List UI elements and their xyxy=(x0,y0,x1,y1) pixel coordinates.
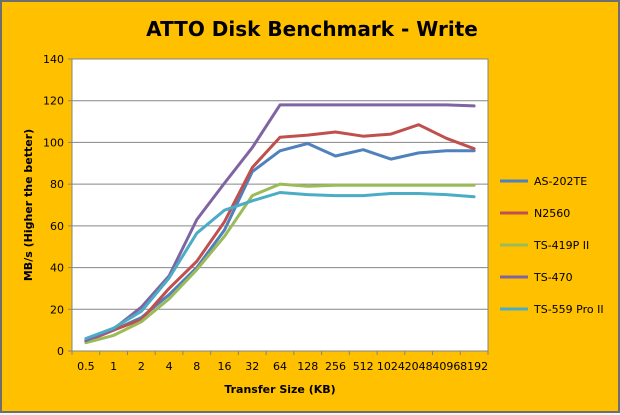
x-tick-label: 8 xyxy=(193,360,200,373)
series-lines xyxy=(84,103,476,345)
x-tick-label: 2 xyxy=(138,360,145,373)
x-tick-label: 4 xyxy=(166,360,173,373)
x-tick-label: 1024 xyxy=(377,360,405,373)
y-tick-label: 40 xyxy=(50,262,64,275)
x-tick-label: 128 xyxy=(297,360,318,373)
x-tick-label: 512 xyxy=(353,360,374,373)
x-tick-label: 8192 xyxy=(460,360,488,373)
y-axis-title: MB/s (Higher the better) xyxy=(22,129,35,281)
plot-area xyxy=(71,58,489,352)
legend-label-ts-470: TS-470 xyxy=(533,271,573,284)
x-tick-label: 4096 xyxy=(432,360,460,373)
y-tick-label: 120 xyxy=(43,95,64,108)
x-tick-label: 16 xyxy=(218,360,232,373)
x-tick-label: 64 xyxy=(273,360,287,373)
series-line-ts-419p-ii xyxy=(84,182,476,345)
y-tick-label: 80 xyxy=(50,178,64,191)
y-tick-label: 140 xyxy=(43,53,64,66)
y-tick-label: 20 xyxy=(50,303,64,316)
x-tick-label: 32 xyxy=(245,360,259,373)
x-tick-label: 1 xyxy=(110,360,117,373)
x-tick-label: 2048 xyxy=(405,360,433,373)
x-tick-label: 0.5 xyxy=(77,360,95,373)
axes: 0 20 40 60 80 100 120 140 0.5 1 2 4 8 16 32 64 128 256 512… xyxy=(43,53,489,373)
y-tick-label: 100 xyxy=(43,136,64,149)
series-line-n2560 xyxy=(84,123,476,344)
gridlines xyxy=(72,58,488,310)
legend-label-ts-559-pro-ii: TS-559 Pro II xyxy=(533,303,604,316)
legend-label-ts-419p-ii: TS-419P II xyxy=(533,239,589,252)
y-tick-label: 0 xyxy=(57,345,64,358)
x-tick-label: 256 xyxy=(325,360,346,373)
y-tick-label: 60 xyxy=(50,220,64,233)
x-axis-title: Transfer Size (KB) xyxy=(224,383,335,396)
legend-label-as-202te: AS-202TE xyxy=(534,175,587,188)
series-line-ts-470 xyxy=(84,103,476,343)
legend: AS-202TE N2560 TS-419P II TS-470 TS-559 Pro … xyxy=(500,175,604,316)
chart-title: ATTO Disk Benchmark - Write xyxy=(146,17,478,41)
series-line-ts-559-pro-ii xyxy=(84,191,476,340)
legend-label-n2560: N2560 xyxy=(534,207,570,220)
